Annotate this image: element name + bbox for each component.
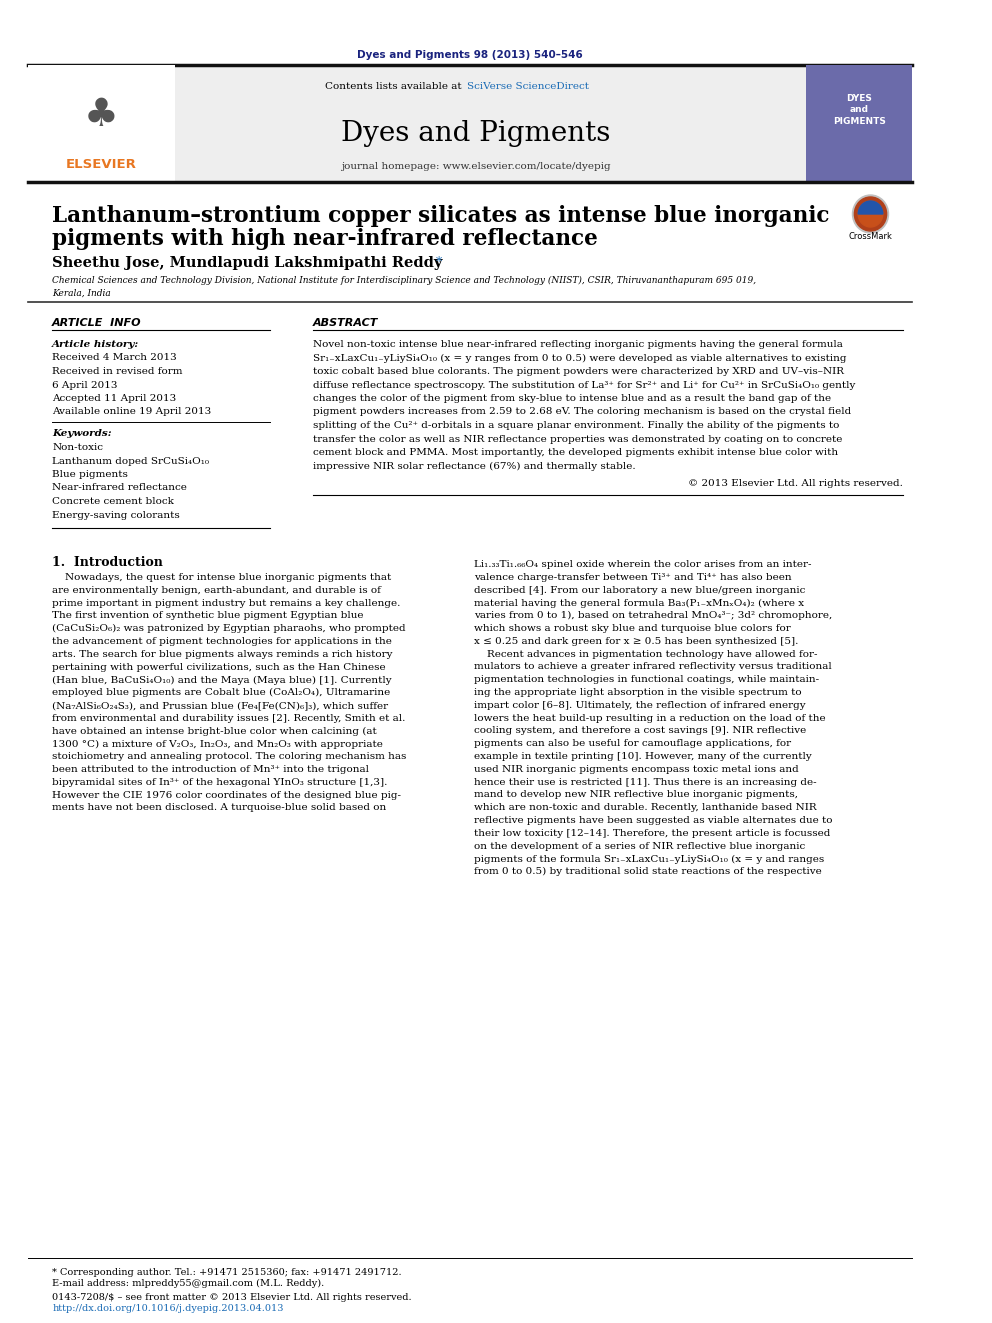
Text: Contents lists available at: Contents lists available at <box>324 82 464 91</box>
Text: © 2013 Elsevier Ltd. All rights reserved.: © 2013 Elsevier Ltd. All rights reserved… <box>687 479 903 488</box>
Text: Accepted 11 April 2013: Accepted 11 April 2013 <box>53 394 177 404</box>
Text: Li₁.₃₃Ti₁.₆₆O₄ spinel oxide wherein the color arises from an inter-: Li₁.₃₃Ti₁.₆₆O₄ spinel oxide wherein the … <box>474 560 811 569</box>
Text: have obtained an intense bright-blue color when calcining (at: have obtained an intense bright-blue col… <box>53 726 377 736</box>
Text: Lanthanum doped SrCuSi₄O₁₀: Lanthanum doped SrCuSi₄O₁₀ <box>53 456 209 466</box>
Text: ments have not been disclosed. A turquoise-blue solid based on: ments have not been disclosed. A turquoi… <box>53 803 387 812</box>
Text: stoichiometry and annealing protocol. The coloring mechanism has: stoichiometry and annealing protocol. Th… <box>53 753 407 761</box>
Text: valence charge-transfer between Ti³⁺ and Ti⁴⁺ has also been: valence charge-transfer between Ti³⁺ and… <box>474 573 792 582</box>
Text: Blue pigments: Blue pigments <box>53 470 128 479</box>
Text: Dyes and Pigments 98 (2013) 540–546: Dyes and Pigments 98 (2013) 540–546 <box>357 50 583 60</box>
Text: Sr₁₋xLaxCu₁₋yLiySi₄O₁₀ (x = y ranges from 0 to 0.5) were developed as viable alt: Sr₁₋xLaxCu₁₋yLiySi₄O₁₀ (x = y ranges fro… <box>312 353 846 363</box>
Text: are environmentally benign, earth-abundant, and durable is of: are environmentally benign, earth-abunda… <box>53 586 381 595</box>
Wedge shape <box>858 201 883 214</box>
Text: pigment powders increases from 2.59 to 2.68 eV. The coloring mechanism is based : pigment powders increases from 2.59 to 2… <box>312 407 851 417</box>
Text: Nowadays, the quest for intense blue inorganic pigments that: Nowadays, the quest for intense blue ino… <box>53 573 392 582</box>
Bar <box>29 65 176 183</box>
Text: Kerala, India: Kerala, India <box>53 288 111 298</box>
Text: pigments of the formula Sr₁₋xLaxCu₁₋yLiySi₄O₁₀ (x = y and ranges: pigments of the formula Sr₁₋xLaxCu₁₋yLiy… <box>474 855 824 864</box>
Text: Energy-saving colorants: Energy-saving colorants <box>53 511 180 520</box>
Text: from 0 to 0.5) by traditional solid state reactions of the respective: from 0 to 0.5) by traditional solid stat… <box>474 867 822 876</box>
Text: from environmental and durability issues [2]. Recently, Smith et al.: from environmental and durability issues… <box>53 714 406 722</box>
Text: journal homepage: www.elsevier.com/locate/dyepig: journal homepage: www.elsevier.com/locat… <box>341 161 611 171</box>
Text: pigmentation technologies in functional coatings, while maintain-: pigmentation technologies in functional … <box>474 675 819 684</box>
Text: pigments with high near-infrared reflectance: pigments with high near-infrared reflect… <box>53 228 598 250</box>
Text: pertaining with powerful civilizations, such as the Han Chinese: pertaining with powerful civilizations, … <box>53 663 386 672</box>
Text: which shows a robust sky blue and turquoise blue colors for: which shows a robust sky blue and turquo… <box>474 624 791 632</box>
Text: which are non-toxic and durable. Recently, lanthanide based NIR: which are non-toxic and durable. Recentl… <box>474 803 816 812</box>
Text: ARTICLE  INFO: ARTICLE INFO <box>53 318 142 328</box>
Text: toxic cobalt based blue colorants. The pigment powders were characterized by XRD: toxic cobalt based blue colorants. The p… <box>312 366 844 376</box>
Text: mulators to achieve a greater infrared reflectivity versus traditional: mulators to achieve a greater infrared r… <box>474 663 832 671</box>
Text: 6 April 2013: 6 April 2013 <box>53 381 118 389</box>
Text: Non-toxic: Non-toxic <box>53 443 103 452</box>
Text: hence their use is restricted [11]. Thus there is an increasing de-: hence their use is restricted [11]. Thus… <box>474 778 816 787</box>
Circle shape <box>854 197 887 232</box>
Text: ELSEVIER: ELSEVIER <box>66 157 137 171</box>
Text: Concrete cement block: Concrete cement block <box>53 497 174 505</box>
Text: mand to develop new NIR reflective blue inorganic pigments,: mand to develop new NIR reflective blue … <box>474 790 799 799</box>
Bar <box>29 65 913 183</box>
Text: *: * <box>436 255 442 269</box>
Text: described [4]. From our laboratory a new blue/green inorganic: described [4]. From our laboratory a new… <box>474 586 806 594</box>
Text: transfer the color as well as NIR reflectance properties was demonstrated by coa: transfer the color as well as NIR reflec… <box>312 434 842 443</box>
Text: Lanthanum–strontium copper silicates as intense blue inorganic: Lanthanum–strontium copper silicates as … <box>53 205 829 228</box>
Text: Recent advances in pigmentation technology have allowed for-: Recent advances in pigmentation technolo… <box>474 650 817 659</box>
Text: impart color [6–8]. Ultimately, the reflection of infrared energy: impart color [6–8]. Ultimately, the refl… <box>474 701 806 710</box>
Text: DYES
and
PIGMENTS: DYES and PIGMENTS <box>832 94 886 126</box>
Text: Dyes and Pigments: Dyes and Pigments <box>341 120 611 147</box>
Text: The first invention of synthetic blue pigment Egyptian blue: The first invention of synthetic blue pi… <box>53 611 364 620</box>
Text: bipyramidal sites of In³⁺ of the hexagonal YInO₃ structure [1,3].: bipyramidal sites of In³⁺ of the hexagon… <box>53 778 388 787</box>
Text: Received 4 March 2013: Received 4 March 2013 <box>53 353 177 363</box>
Text: Received in revised form: Received in revised form <box>53 366 183 376</box>
Text: reflective pigments have been suggested as viable alternates due to: reflective pigments have been suggested … <box>474 816 832 826</box>
Text: used NIR inorganic pigments encompass toxic metal ions and: used NIR inorganic pigments encompass to… <box>474 765 799 774</box>
Text: ♣: ♣ <box>84 97 119 134</box>
Text: 0143-7208/$ – see front matter © 2013 Elsevier Ltd. All rights reserved.: 0143-7208/$ – see front matter © 2013 El… <box>53 1293 412 1302</box>
Text: diffuse reflectance spectroscopy. The substitution of La³⁺ for Sr²⁺ and Li⁺ for : diffuse reflectance spectroscopy. The su… <box>312 381 855 389</box>
Text: material having the general formula Ba₃(P₁₋xMnₓO₄)₂ (where x: material having the general formula Ba₃(… <box>474 598 805 607</box>
Text: employed blue pigments are Cobalt blue (CoAl₂O₄), Ultramarine: employed blue pigments are Cobalt blue (… <box>53 688 391 697</box>
Text: on the development of a series of NIR reflective blue inorganic: on the development of a series of NIR re… <box>474 841 806 851</box>
Text: varies from 0 to 1), based on tetrahedral MnO₄³⁻; 3d² chromophore,: varies from 0 to 1), based on tetrahedra… <box>474 611 832 620</box>
Text: E-mail address: mlpreddy55@gmail.com (M.L. Reddy).: E-mail address: mlpreddy55@gmail.com (M.… <box>53 1279 324 1289</box>
Text: cement block and PMMA. Most importantly, the developed pigments exhibit intense : cement block and PMMA. Most importantly,… <box>312 448 838 456</box>
Text: Available online 19 April 2013: Available online 19 April 2013 <box>53 407 211 417</box>
Text: example in textile printing [10]. However, many of the currently: example in textile printing [10]. Howeve… <box>474 751 811 761</box>
Text: * Corresponding author. Tel.: +91471 2515360; fax: +91471 2491712.: * Corresponding author. Tel.: +91471 251… <box>53 1267 402 1277</box>
Text: Chemical Sciences and Technology Division, National Institute for Interdisciplin: Chemical Sciences and Technology Divisio… <box>53 277 756 286</box>
Text: Near-infrared reflectance: Near-infrared reflectance <box>53 483 187 492</box>
Text: Sheethu Jose, Mundlapudi Lakshmipathi Reddy: Sheethu Jose, Mundlapudi Lakshmipathi Re… <box>53 255 442 270</box>
Text: been attributed to the introduction of Mn³⁺ into the trigonal: been attributed to the introduction of M… <box>53 765 369 774</box>
Text: prime important in pigment industry but remains a key challenge.: prime important in pigment industry but … <box>53 598 401 607</box>
Text: CrossMark: CrossMark <box>848 232 893 241</box>
Text: ABSTRACT: ABSTRACT <box>312 318 378 328</box>
Text: http://dx.doi.org/10.1016/j.dyepig.2013.04.013: http://dx.doi.org/10.1016/j.dyepig.2013.… <box>53 1304 284 1312</box>
Text: (Na₇AlSi₆O₂₄S₃), and Prussian blue (Fe₄[Fe(CN)₆]₃), which suffer: (Na₇AlSi₆O₂₄S₃), and Prussian blue (Fe₄[… <box>53 701 388 710</box>
Text: (Han blue, BaCuSi₄O₁₀) and the Maya (Maya blue) [1]. Currently: (Han blue, BaCuSi₄O₁₀) and the Maya (May… <box>53 676 392 684</box>
Circle shape <box>852 194 889 233</box>
Text: 1.  Introduction: 1. Introduction <box>53 556 163 569</box>
Text: splitting of the Cu²⁺ d-orbitals in a square planar environment. Finally the abi: splitting of the Cu²⁺ d-orbitals in a sq… <box>312 421 839 430</box>
Text: impressive NIR solar reflectance (67%) and thermally stable.: impressive NIR solar reflectance (67%) a… <box>312 462 636 471</box>
Text: SciVerse ScienceDirect: SciVerse ScienceDirect <box>466 82 588 91</box>
Text: Keywords:: Keywords: <box>53 430 112 438</box>
Text: Novel non-toxic intense blue near-infrared reflecting inorganic pigments having : Novel non-toxic intense blue near-infrar… <box>312 340 843 349</box>
Text: arts. The search for blue pigments always reminds a rich history: arts. The search for blue pigments alway… <box>53 650 393 659</box>
Text: Article history:: Article history: <box>53 340 140 349</box>
Text: ing the appropriate light absorption in the visible spectrum to: ing the appropriate light absorption in … <box>474 688 802 697</box>
Text: lowers the heat build-up resulting in a reduction on the load of the: lowers the heat build-up resulting in a … <box>474 713 825 722</box>
Circle shape <box>858 201 883 228</box>
Text: pigments can also be useful for camouflage applications, for: pigments can also be useful for camoufla… <box>474 740 792 749</box>
Text: x ≤ 0.25 and dark green for x ≥ 0.5 has been synthesized [5].: x ≤ 0.25 and dark green for x ≥ 0.5 has … <box>474 636 799 646</box>
Text: the advancement of pigment technologies for applications in the: the advancement of pigment technologies … <box>53 636 392 646</box>
Text: cooling system, and therefore a cost savings [9]. NIR reflective: cooling system, and therefore a cost sav… <box>474 726 806 736</box>
Text: However the CIE 1976 color coordinates of the designed blue pig-: However the CIE 1976 color coordinates o… <box>53 791 401 799</box>
Text: 1300 °C) a mixture of V₂O₃, In₂O₃, and Mn₂O₃ with appropriate: 1300 °C) a mixture of V₂O₃, In₂O₃, and M… <box>53 740 383 749</box>
Bar <box>806 65 913 183</box>
Text: (CaCuSi₂O₆)₂ was patronized by Egyptian pharaohs, who prompted: (CaCuSi₂O₆)₂ was patronized by Egyptian … <box>53 624 406 634</box>
Text: changes the color of the pigment from sky-blue to intense blue and as a result t: changes the color of the pigment from sk… <box>312 394 831 404</box>
Text: their low toxicity [12–14]. Therefore, the present article is focussed: their low toxicity [12–14]. Therefore, t… <box>474 828 830 837</box>
